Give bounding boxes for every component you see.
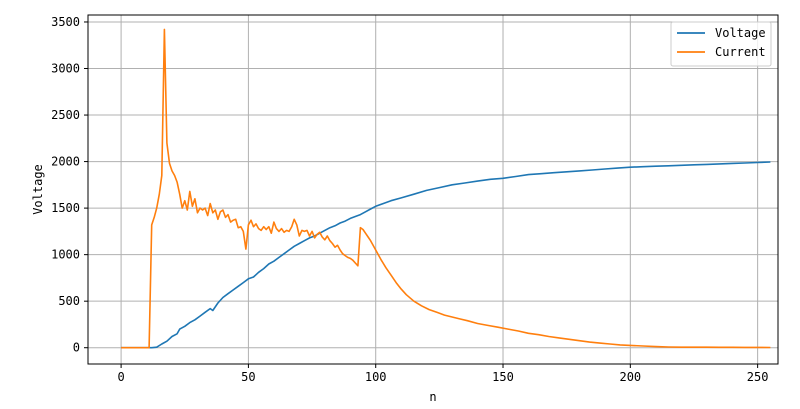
x-tick-label: 250 bbox=[747, 370, 769, 384]
y-tick-label: 3500 bbox=[51, 15, 80, 29]
x-tick-label: 0 bbox=[117, 370, 124, 384]
y-tick-label: 2500 bbox=[51, 108, 80, 122]
series-line-voltage bbox=[121, 161, 771, 349]
legend-label-voltage: Voltage bbox=[715, 26, 766, 40]
y-tick-label: 2000 bbox=[51, 155, 80, 169]
y-tick-label: 3000 bbox=[51, 62, 80, 76]
series-layer bbox=[121, 28, 771, 349]
y-tick-label: 1500 bbox=[51, 201, 80, 215]
series-line-current bbox=[121, 28, 771, 349]
x-tick-label: 50 bbox=[241, 370, 255, 384]
grid bbox=[88, 15, 778, 364]
plot-frame bbox=[87, 14, 779, 365]
y-tick-label: 500 bbox=[58, 294, 80, 308]
legend: Voltage Current bbox=[670, 21, 772, 67]
x-tick-label: 150 bbox=[492, 370, 514, 384]
y-tick-label: 1000 bbox=[51, 248, 80, 262]
x-tick-label: 200 bbox=[619, 370, 641, 384]
y-axis-label: Voltage bbox=[31, 164, 45, 215]
x-tick-label: 100 bbox=[365, 370, 387, 384]
ticks: 0 50 100 150 200 2500500100015002000250030003… bbox=[51, 15, 768, 384]
y-tick-label: 0 bbox=[73, 341, 80, 355]
legend-label-current: Current bbox=[715, 45, 766, 59]
x-axis-label: n bbox=[429, 390, 436, 404]
